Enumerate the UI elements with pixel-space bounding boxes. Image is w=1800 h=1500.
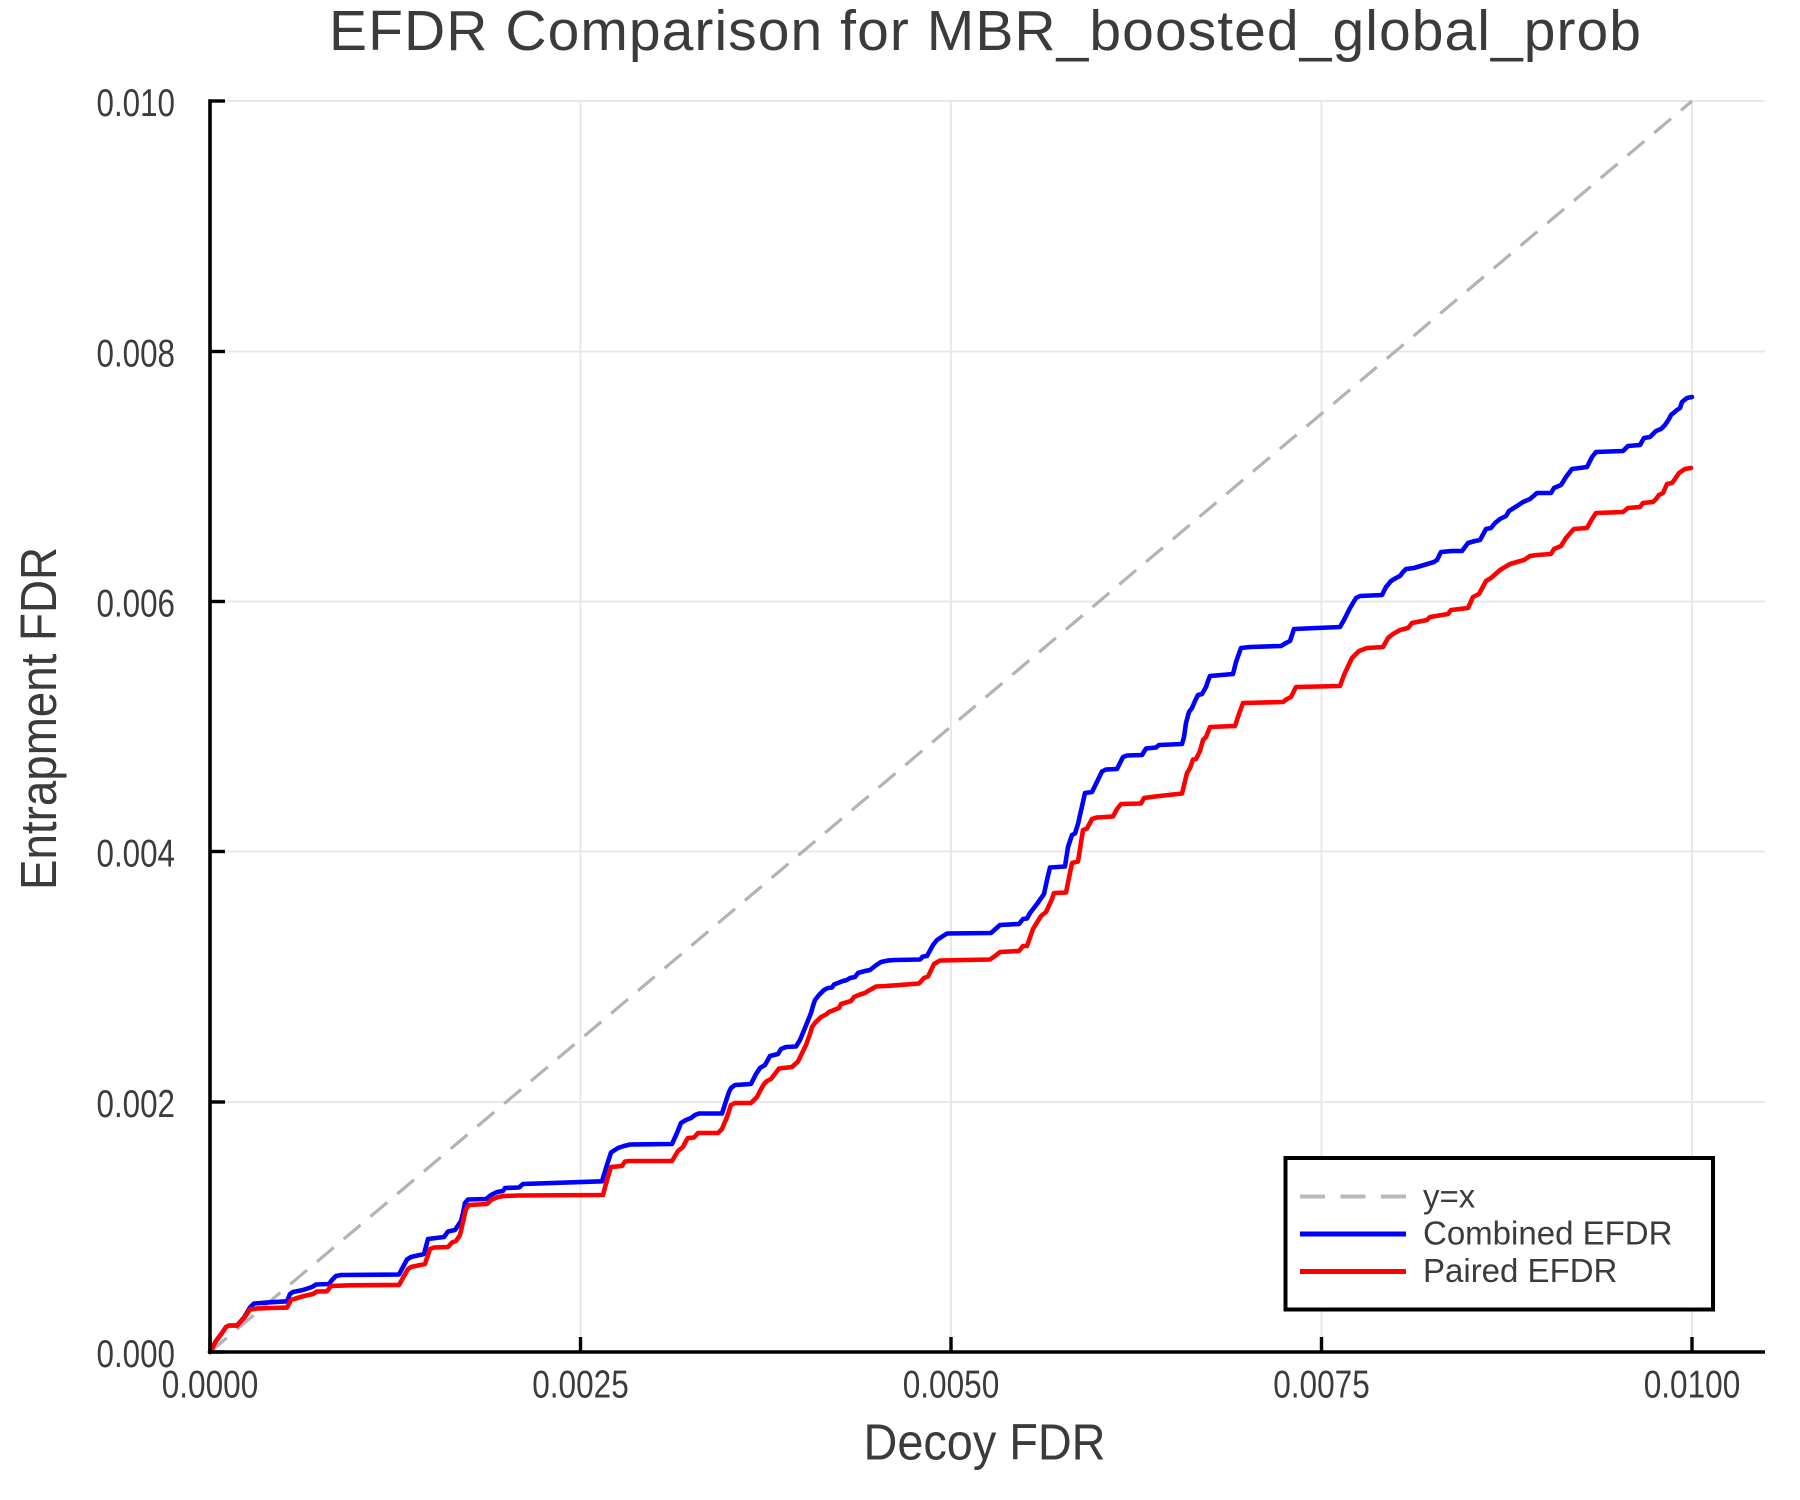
svg-text:Combined EFDR: Combined EFDR xyxy=(1423,1215,1672,1252)
svg-text:0.008: 0.008 xyxy=(97,333,176,376)
svg-text:0.004: 0.004 xyxy=(97,833,176,876)
svg-text:0.000: 0.000 xyxy=(97,1333,176,1376)
svg-text:0.002: 0.002 xyxy=(97,1083,176,1126)
svg-text:Entrapment FDR: Entrapment FDR xyxy=(10,547,67,890)
svg-text:Decoy FDR: Decoy FDR xyxy=(864,1414,1106,1471)
svg-text:0.0075: 0.0075 xyxy=(1273,1364,1370,1407)
svg-text:0.0025: 0.0025 xyxy=(532,1364,629,1407)
svg-text:0.0050: 0.0050 xyxy=(903,1364,1000,1407)
svg-text:Paired EFDR: Paired EFDR xyxy=(1423,1252,1617,1289)
svg-text:y=x: y=x xyxy=(1423,1178,1476,1215)
svg-text:EFDR Comparison for MBR_booste: EFDR Comparison for MBR_boosted_global_p… xyxy=(329,0,1641,63)
svg-text:0.0000: 0.0000 xyxy=(162,1364,259,1407)
svg-text:0.010: 0.010 xyxy=(97,82,176,125)
svg-text:0.0100: 0.0100 xyxy=(1644,1364,1741,1407)
svg-text:0.006: 0.006 xyxy=(97,583,176,626)
